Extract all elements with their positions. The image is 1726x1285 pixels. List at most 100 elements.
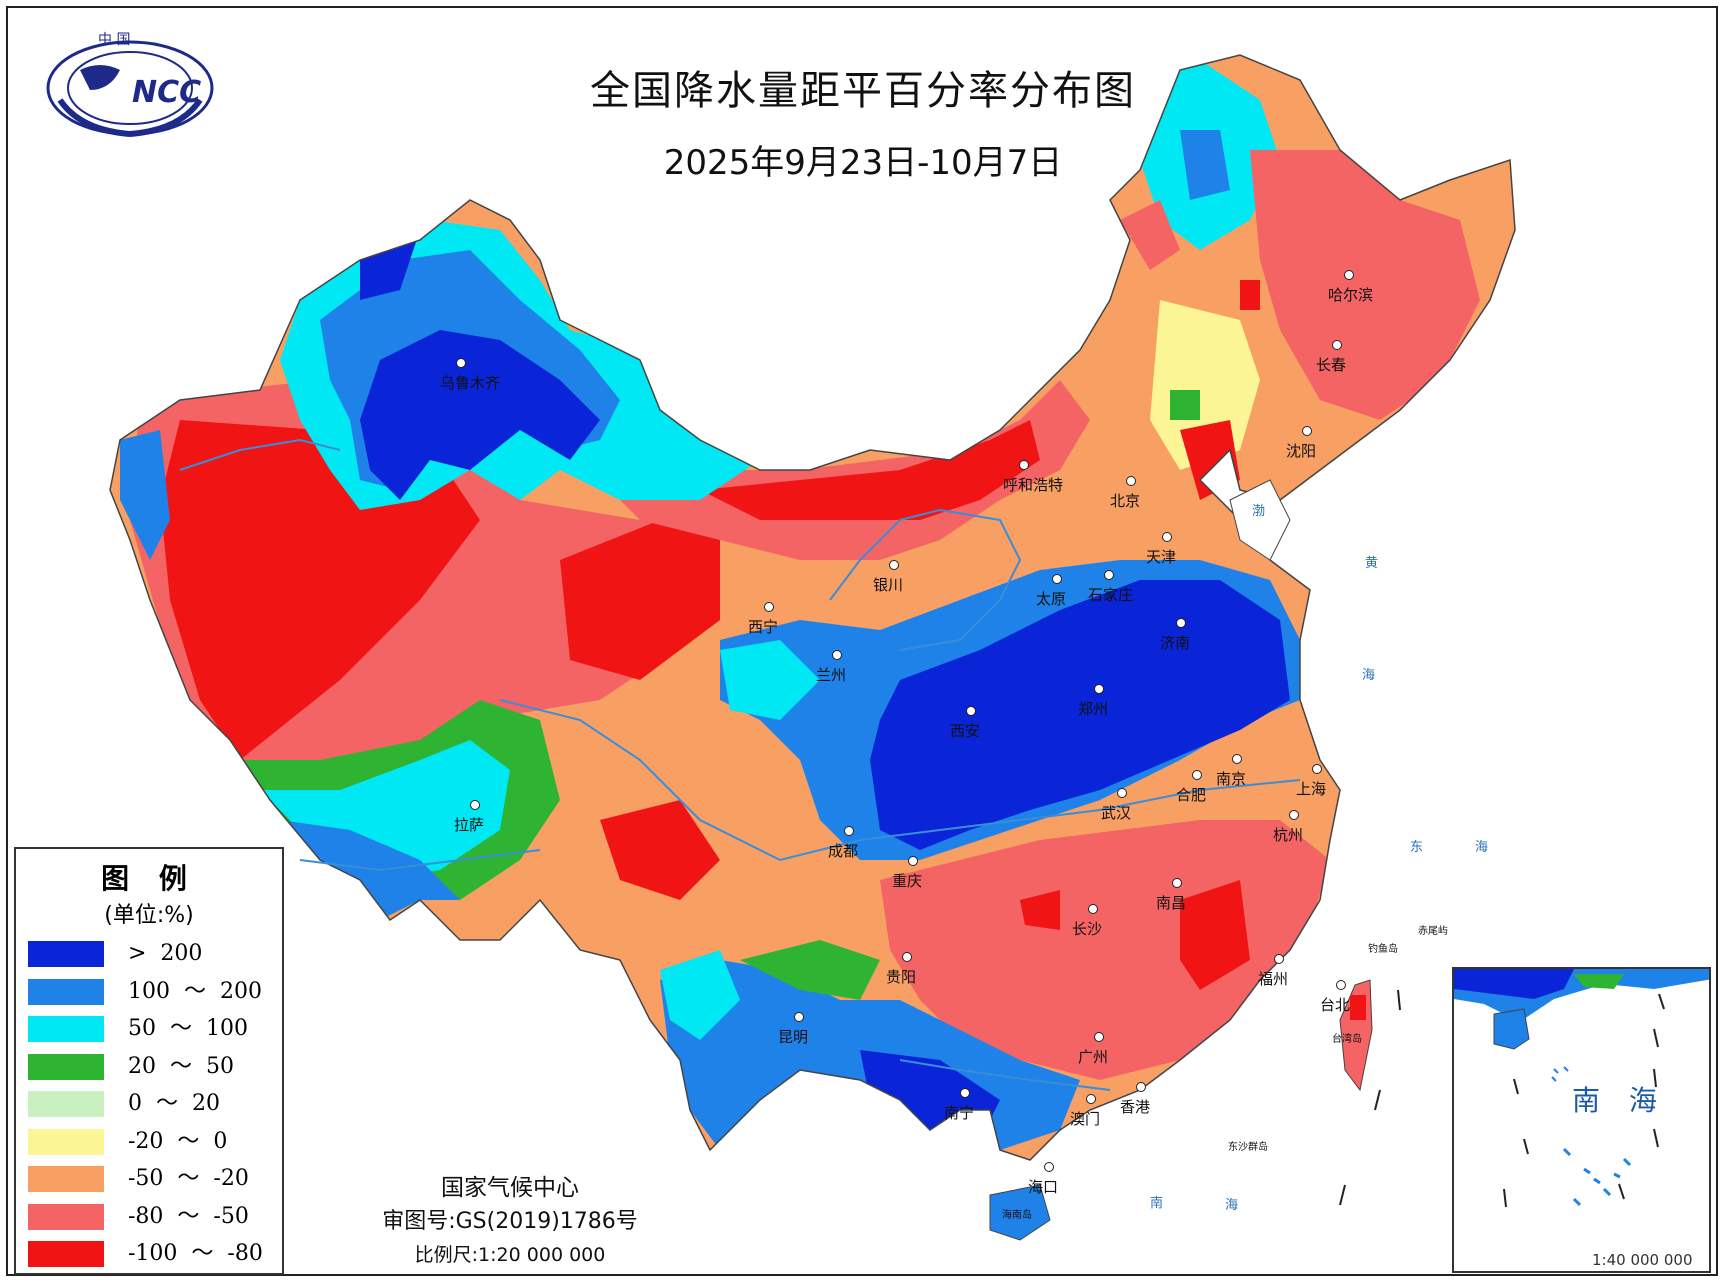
legend-swatch — [28, 1203, 104, 1230]
map-frame — [6, 6, 1718, 1276]
city-marker-icon — [1344, 270, 1354, 280]
city-label: 贵阳 — [886, 968, 917, 986]
sea-label: 南 — [1150, 1196, 1164, 1211]
city-marker-icon — [1302, 426, 1312, 436]
city-marker-icon — [1126, 476, 1136, 486]
city-marker-icon — [470, 800, 480, 810]
city-label: 澳门 — [1070, 1110, 1101, 1128]
legend-swatch — [28, 1091, 104, 1117]
city-label: 沈阳 — [1286, 442, 1317, 460]
city-label: 海口 — [1028, 1178, 1059, 1196]
legend-swatch — [28, 1053, 104, 1080]
legend-swatch — [28, 978, 104, 1005]
legend-item: -50 ～ -20 — [28, 1166, 278, 1194]
city-label: 西宁 — [748, 618, 779, 636]
legend-item: -100 ～ -80 — [28, 1241, 278, 1269]
city-label: 重庆 — [892, 872, 923, 890]
city-marker-icon — [889, 560, 899, 570]
city-label: 上海 — [1296, 780, 1327, 798]
city-marker-icon — [1172, 878, 1182, 888]
sea-label: 东 — [1410, 840, 1424, 855]
city-marker-icon — [1019, 460, 1029, 470]
legend-swatch — [28, 1241, 104, 1267]
legend-label: -50 ～ -20 — [128, 1166, 249, 1191]
legend-swatch — [28, 941, 104, 967]
city-label: 福州 — [1258, 970, 1289, 988]
city-marker-icon — [966, 706, 976, 716]
city-marker-icon — [1136, 1082, 1146, 1092]
city-label: 长沙 — [1072, 920, 1103, 938]
city-label: 武汉 — [1101, 804, 1132, 822]
city-label: 南京 — [1216, 770, 1247, 788]
city-label: 北京 — [1110, 492, 1141, 510]
legend-swatch — [28, 1016, 104, 1042]
sea-label: 海 — [1475, 840, 1489, 855]
city-marker-icon — [960, 1088, 970, 1098]
city-marker-icon — [1088, 904, 1098, 914]
city-marker-icon — [844, 826, 854, 836]
city-marker-icon — [1052, 574, 1062, 584]
city-label: 兰州 — [816, 666, 847, 684]
city-label: 呼和浩特 — [1003, 476, 1064, 494]
city-label: 合肥 — [1176, 786, 1207, 804]
legend-item: -80 ～ -50 — [28, 1203, 278, 1232]
city-marker-icon — [1104, 570, 1114, 580]
legend-item: 20 ～ 50 — [28, 1053, 278, 1082]
city-marker-icon — [456, 358, 466, 368]
island-label: 台湾岛 — [1332, 1034, 1362, 1045]
city-label: 天津 — [1146, 548, 1177, 566]
legend-swatch — [28, 1166, 104, 1192]
legend-item: -20 ～ 0 — [28, 1128, 278, 1157]
logo-top-text: 中 国 — [98, 32, 130, 48]
sea-label: 黄 — [1365, 556, 1379, 571]
city-marker-icon — [902, 952, 912, 962]
city-marker-icon — [1336, 980, 1346, 990]
legend-item: 100 ～ 200 — [28, 978, 278, 1007]
inset-label: 南 海 — [1572, 1084, 1667, 1117]
legend-label: 20 ～ 50 — [128, 1053, 234, 1079]
legend-swatch — [28, 1128, 104, 1155]
legend-label: -20 ～ 0 — [128, 1128, 228, 1154]
city-marker-icon — [1332, 340, 1342, 350]
city-marker-icon — [794, 1012, 804, 1022]
sea-label: 海 — [1362, 668, 1376, 683]
logo-ncc-text: NCC — [132, 75, 201, 110]
city-label: 广州 — [1078, 1048, 1109, 1066]
island-label: 赤尾屿 — [1418, 926, 1448, 937]
approval-number: 审图号:GS(2019)1786号 — [382, 1209, 638, 1234]
city-label: 南昌 — [1156, 894, 1187, 912]
city-marker-icon — [832, 650, 842, 660]
legend-label: > 200 — [128, 941, 203, 966]
city-marker-icon — [1312, 764, 1322, 774]
inset-scale: 1:40 000 000 — [1592, 1251, 1693, 1269]
legend-item: 50 ～ 100 — [28, 1016, 278, 1044]
city-marker-icon — [1094, 684, 1104, 694]
island-label: 海南岛 — [1002, 1210, 1032, 1221]
city-label: 济南 — [1160, 634, 1191, 652]
ncc-emblem-icon: NCC 中 国 — [46, 32, 214, 138]
city-marker-icon — [1086, 1094, 1096, 1104]
legend-label: 0 ～ 20 — [128, 1091, 220, 1116]
city-label: 昆明 — [778, 1028, 809, 1046]
city-label: 乌鲁木齐 — [440, 374, 501, 392]
island-label: 钓鱼岛 — [1368, 944, 1398, 955]
city-marker-icon — [1192, 770, 1202, 780]
city-label: 拉萨 — [454, 816, 485, 834]
city-marker-icon — [1162, 532, 1172, 542]
sea-label: 渤 — [1252, 504, 1266, 519]
city-label: 银川 — [873, 576, 904, 594]
city-label: 哈尔滨 — [1328, 286, 1374, 304]
legend: 图 例 (单位:%) > 200 100 ～ 200 50 ～ 100 20 ～ 50… — [14, 847, 284, 1275]
map-scale: 比例尺:1:20 000 000 — [414, 1244, 606, 1266]
map-title: 全国降水量距平百分率分布图 — [590, 68, 1136, 114]
city-label: 台北 — [1320, 996, 1351, 1014]
ncc-logo: NCC 中 国 — [40, 30, 220, 144]
city-marker-icon — [1117, 788, 1127, 798]
legend-item: > 200 — [28, 941, 278, 969]
city-marker-icon — [1044, 1162, 1054, 1172]
legend-label: -100 ～ -80 — [128, 1241, 263, 1266]
city-label: 成都 — [828, 842, 859, 860]
legend-label: -80 ～ -50 — [128, 1203, 249, 1229]
south-china-sea-inset: 南 海 1:40 000 000 — [1452, 967, 1711, 1273]
